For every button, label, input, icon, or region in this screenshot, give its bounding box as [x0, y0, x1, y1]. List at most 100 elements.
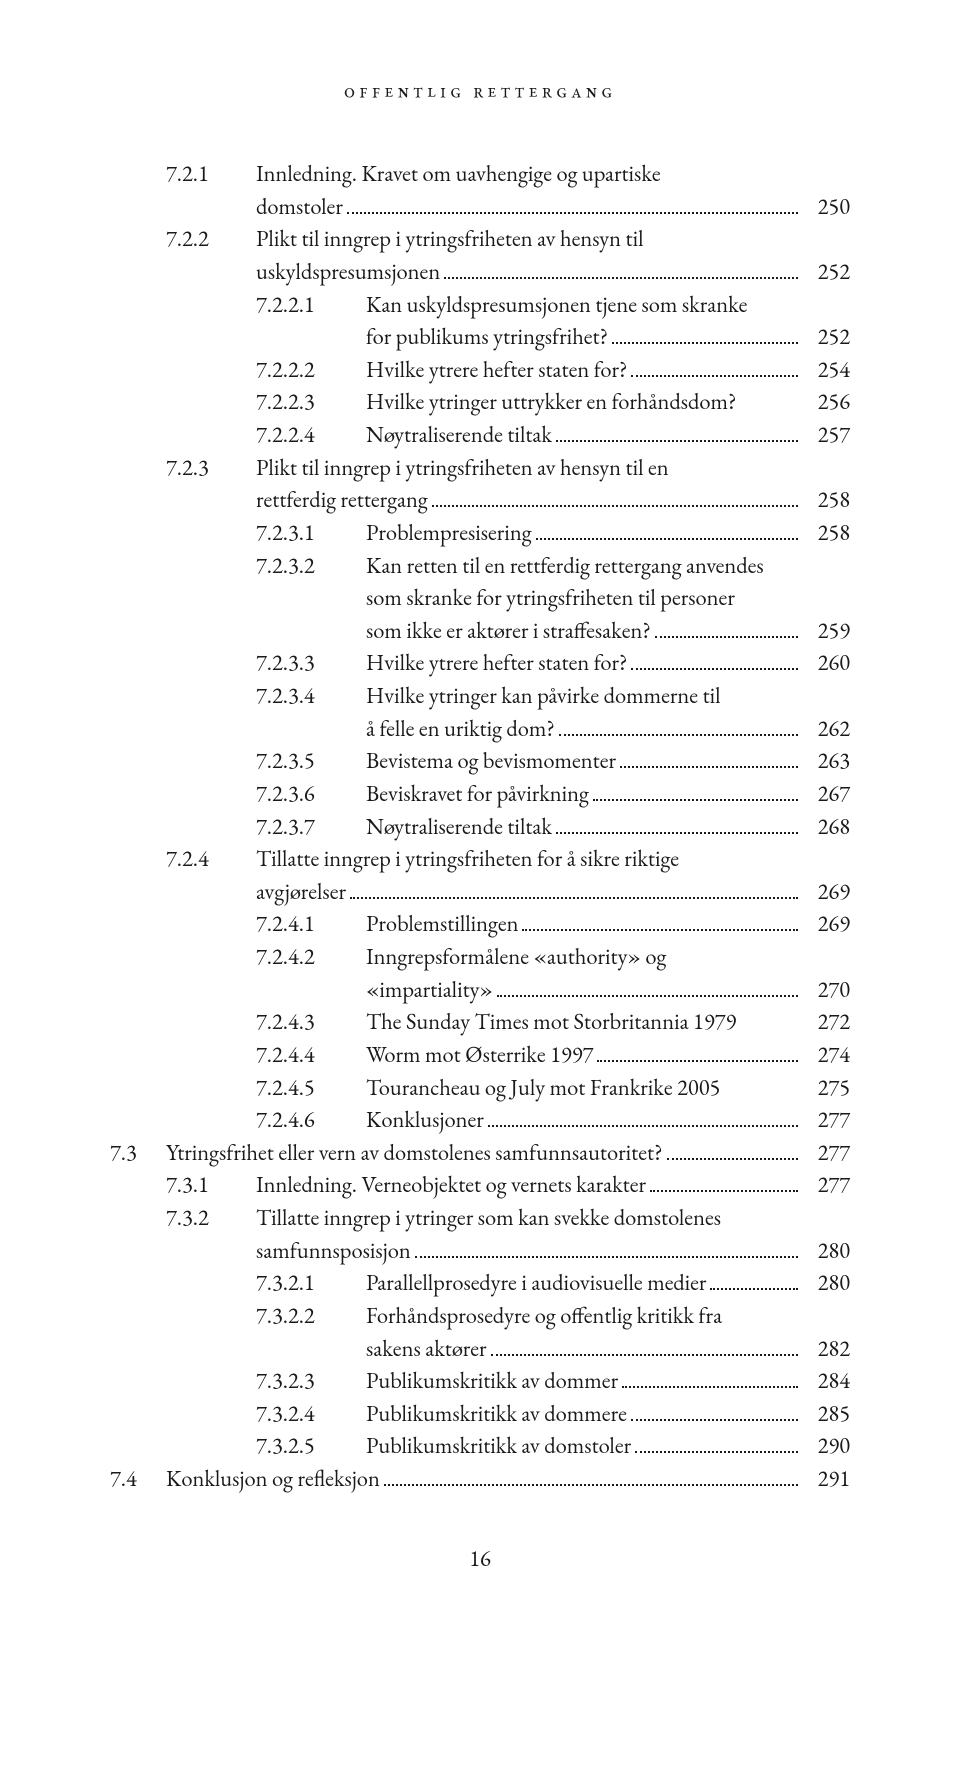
toc-page: 282 — [802, 1332, 850, 1365]
toc-label: Publikumskritikk av dommere — [366, 1397, 627, 1430]
toc-page: 284 — [802, 1364, 850, 1397]
toc-label: Worm mot Østerrike 1997 — [366, 1038, 593, 1071]
toc-entry: 7.3.2.4Publikumskritikk av dommere 285 — [110, 1397, 850, 1430]
toc-leader — [631, 362, 798, 376]
toc-page: 285 — [802, 1397, 850, 1430]
toc-page: 269 — [802, 907, 850, 940]
toc-entry: 7.4Konklusjon og refleksjon 291 — [110, 1462, 850, 1495]
toc-entry: samfunnsposisjon280 — [110, 1234, 850, 1267]
toc-leader — [488, 1113, 798, 1127]
toc-label: domstoler — [256, 190, 343, 223]
toc-page: 291 — [802, 1462, 850, 1495]
toc-entry: «impartiality»270 — [110, 973, 850, 1006]
toc-page: 277 — [802, 1103, 850, 1136]
toc-label: Parallellprosedyre i audiovisuelle medie… — [366, 1266, 706, 1299]
toc-page: 252 — [802, 320, 850, 353]
toc-number: 7.2.2.1 — [110, 288, 366, 321]
toc-entry: 7.2.4.2Inngrepsformålene «authority» og — [110, 940, 850, 973]
toc-label: Publikumskritikk av dommer — [366, 1364, 618, 1397]
toc-page: 258 — [802, 483, 850, 516]
toc-entry: uskyldspresumsjonen 252 — [110, 255, 850, 288]
toc-number: 7.3.2 — [110, 1201, 256, 1234]
toc-number: 7.2.2.4 — [110, 418, 366, 451]
toc-entry: 7.2.4.3The Sunday Times mot Storbritanni… — [110, 1005, 850, 1038]
toc-leader — [347, 199, 798, 213]
toc-number: 7.2.3.3 — [110, 646, 366, 679]
toc-entry: for publikums ytringsfrihet?252 — [110, 320, 850, 353]
toc-label: uskyldspresumsjonen — [256, 255, 440, 288]
toc-leader — [432, 493, 798, 507]
toc-label: Tillatte inngrep i ytringer som kan svek… — [256, 1201, 721, 1234]
toc-entry: rettferdig rettergang 258 — [110, 483, 850, 516]
toc-page: 275 — [802, 1071, 850, 1104]
toc-label: sakens aktører — [366, 1332, 487, 1365]
toc-entry: som ikke er aktører i straffesaken? 259 — [110, 614, 850, 647]
toc-label: Ytringsfrihet eller vern av domstolenes … — [166, 1136, 663, 1169]
toc-number: 7.2.3 — [110, 451, 256, 484]
toc-entry: 7.3.2.2Forhåndsprosedyre og offentlig kr… — [110, 1299, 850, 1332]
toc-leader — [350, 884, 798, 898]
toc-entry: domstoler250 — [110, 190, 850, 223]
toc-page: 259 — [802, 614, 850, 647]
toc-number: 7.3 — [110, 1136, 166, 1169]
table-of-contents: 7.2.1Innledning. Kravet om uavhengige og… — [110, 157, 850, 1495]
toc-entry: 7.2.3.6Beviskravet for påvirkning267 — [110, 777, 850, 810]
toc-number: 7.2.4.5 — [110, 1071, 366, 1104]
page-number: 16 — [110, 1543, 850, 1573]
toc-label: Forhåndsprosedyre og offentlig kritikk f… — [366, 1299, 722, 1332]
toc-entry: 7.2.2.4Nøytraliserende tiltak 257 — [110, 418, 850, 451]
toc-label: rettferdig rettergang — [256, 483, 428, 516]
toc-label: som skranke for ytringsfriheten til pers… — [366, 581, 735, 614]
toc-entry: 7.2.2Plikt til inngrep i ytringsfriheten… — [110, 222, 850, 255]
toc-label: Tourancheau og July mot Frankrike 2005 — [366, 1071, 720, 1104]
toc-page: 260 — [802, 646, 850, 679]
toc-page: 257 — [802, 418, 850, 451]
toc-number: 7.3.2.4 — [110, 1397, 366, 1430]
toc-entry: 7.3.2.5Publikumskritikk av domstoler290 — [110, 1429, 850, 1462]
toc-entry: 7.2.3.4Hvilke ytringer kan påvirke domme… — [110, 679, 850, 712]
toc-entry: 7.3.2Tillatte inngrep i ytringer som kan… — [110, 1201, 850, 1234]
toc-number: 7.2.4.3 — [110, 1005, 366, 1038]
toc-label: avgjørelser — [256, 875, 346, 908]
toc-number: 7.2.4.6 — [110, 1103, 366, 1136]
toc-number: 7.3.2.2 — [110, 1299, 366, 1332]
toc-leader — [597, 1048, 798, 1062]
toc-page: 280 — [802, 1266, 850, 1299]
toc-number: 7.2.2 — [110, 222, 256, 255]
toc-page: 262 — [802, 712, 850, 745]
toc-label: Konklusjon og refleksjon — [166, 1462, 380, 1495]
toc-number: 7.2.2.3 — [110, 385, 366, 418]
toc-label: Nøytraliserende tiltak — [366, 418, 552, 451]
toc-number: 7.2.3.4 — [110, 679, 366, 712]
toc-entry: 7.2.2.2Hvilke ytrere hefter staten for?2… — [110, 353, 850, 386]
toc-entry: 7.2.4.5Tourancheau og July mot Frankrike… — [110, 1071, 850, 1104]
toc-number: 7.4 — [110, 1462, 166, 1495]
toc-label: Innledning. Verneobjektet og vernets kar… — [256, 1168, 646, 1201]
toc-number: 7.2.3.1 — [110, 516, 366, 549]
toc-number: 7.2.4.1 — [110, 907, 366, 940]
toc-number: 7.3.2.5 — [110, 1429, 366, 1462]
toc-label: The Sunday Times mot Storbritannia 1979 — [366, 1005, 736, 1038]
toc-label: Beviskravet for påvirkning — [366, 777, 589, 810]
toc-label: Nøytraliserende tiltak — [366, 810, 552, 843]
toc-page: 270 — [802, 973, 850, 1006]
toc-leader — [444, 265, 798, 279]
toc-label: Innledning. Kravet om uavhengige og upar… — [256, 157, 661, 190]
toc-entry: 7.3.1Innledning. Verneobjektet og vernet… — [110, 1168, 850, 1201]
toc-page: 252 — [802, 255, 850, 288]
toc-label: Bevistema og bevismomenter — [366, 744, 616, 777]
toc-label: Tillatte inngrep i ytringsfriheten for å… — [256, 842, 679, 875]
toc-entry: som skranke for ytringsfriheten til pers… — [110, 581, 850, 614]
toc-label: Hvilke ytringer kan påvirke dommerne til — [366, 679, 721, 712]
toc-label: Inngrepsformålene «authority» og — [366, 940, 666, 973]
toc-entry: å felle en uriktig dom?262 — [110, 712, 850, 745]
toc-leader — [491, 1341, 798, 1355]
toc-label: som ikke er aktører i straffesaken? — [366, 614, 651, 647]
toc-entry: 7.2.4.4Worm mot Østerrike 1997274 — [110, 1038, 850, 1071]
toc-page: 290 — [802, 1429, 850, 1462]
toc-entry: 7.2.3Plikt til inngrep i ytringsfriheten… — [110, 451, 850, 484]
toc-page: 277 — [802, 1136, 850, 1169]
toc-label: Kan uskyldspresumsjonen tjene som skrank… — [366, 288, 747, 321]
toc-number: 7.2.2.2 — [110, 353, 366, 386]
toc-entry: 7.2.1Innledning. Kravet om uavhengige og… — [110, 157, 850, 190]
